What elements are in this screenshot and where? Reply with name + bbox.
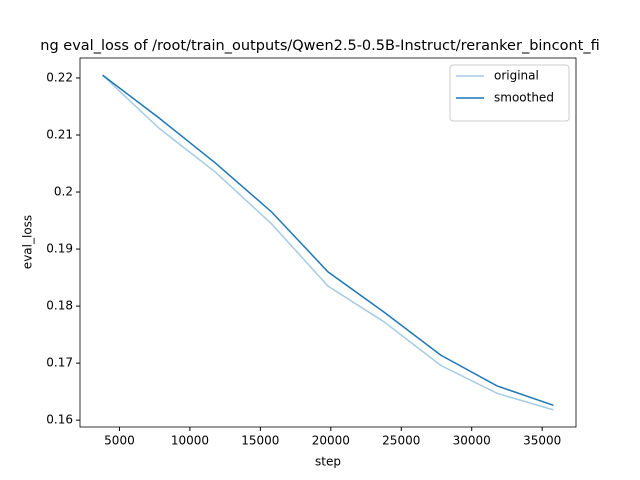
y-tick-label: 0.19 (46, 242, 73, 256)
y-tick-label: 0.22 (46, 70, 73, 84)
x-axis-label: step (315, 455, 341, 469)
x-tick-label: 25000 (382, 434, 420, 448)
y-tick-label: 0.2 (54, 185, 73, 199)
y-tick-label: 0.16 (46, 413, 73, 427)
line-series (102, 74, 554, 407)
x-tick-label: 30000 (453, 434, 491, 448)
chart-title: ng eval_loss of /root/train_outputs/Qwen… (40, 38, 599, 54)
y-tick-label: 0.21 (46, 127, 73, 141)
x-tick-label: 20000 (312, 434, 350, 448)
plot-frame (79, 57, 577, 428)
y-tick-label: 0.17 (46, 356, 73, 370)
y-axis-label: eval_loss (21, 215, 35, 269)
x-tick-label: 10000 (171, 434, 209, 448)
legend-label: original (494, 69, 539, 83)
y-tick-label: 0.18 (46, 299, 73, 313)
x-tick-label: 15000 (241, 434, 279, 448)
legend-box (449, 64, 570, 122)
line-series (102, 74, 554, 411)
legend-label: smoothed (494, 91, 554, 105)
x-tick-label: 35000 (523, 434, 561, 448)
x-tick-label: 5000 (104, 434, 135, 448)
